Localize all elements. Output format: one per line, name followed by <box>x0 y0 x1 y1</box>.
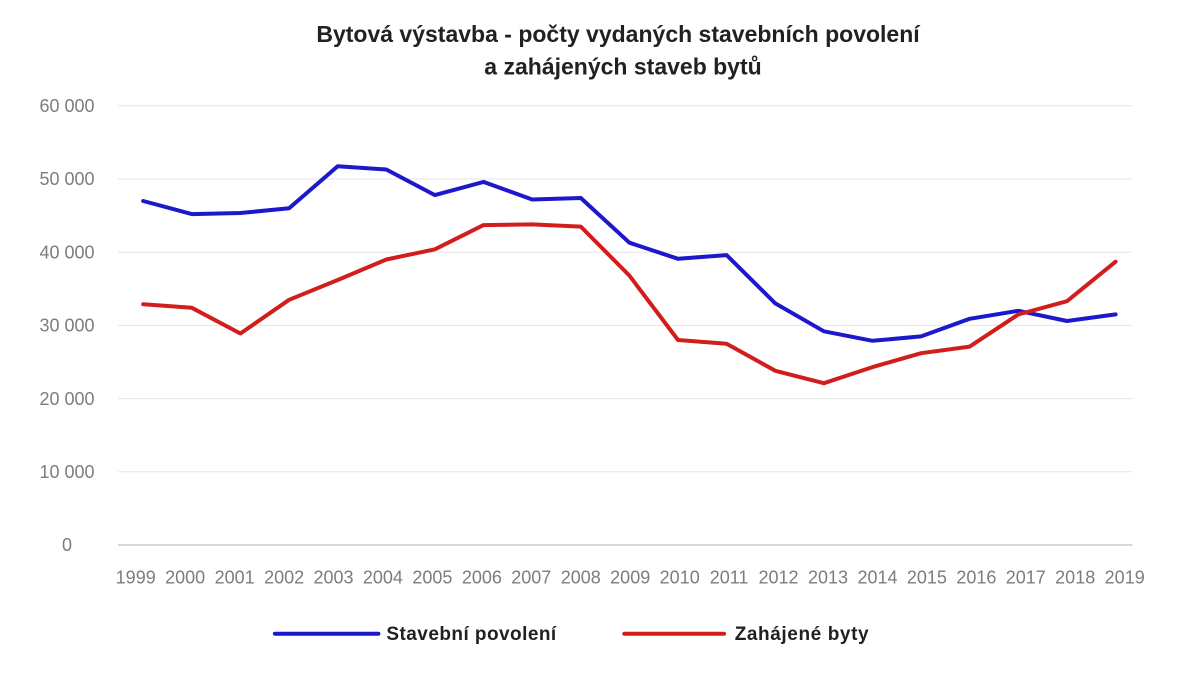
svg-text:2009: 2009 <box>610 568 650 588</box>
svg-text:2011: 2011 <box>710 568 749 588</box>
svg-text:2013: 2013 <box>808 568 848 588</box>
svg-text:2006: 2006 <box>462 568 502 588</box>
svg-text:2010: 2010 <box>660 568 700 588</box>
svg-text:2017: 2017 <box>1006 568 1046 588</box>
svg-text:20 000: 20 000 <box>39 389 94 409</box>
svg-text:1999: 1999 <box>116 568 156 588</box>
svg-text:Stavební povolení: Stavební povolení <box>386 624 557 645</box>
svg-text:2018: 2018 <box>1055 568 1095 588</box>
svg-text:2007: 2007 <box>511 568 551 588</box>
svg-text:Bytová výstavba - počty vydaný: Bytová výstavba - počty vydaných stavebn… <box>316 21 921 47</box>
svg-text:2016: 2016 <box>956 568 996 588</box>
svg-text:Zahájené byty: Zahájené byty <box>735 624 870 645</box>
svg-text:2000: 2000 <box>165 568 205 588</box>
svg-text:2004: 2004 <box>363 568 403 588</box>
svg-text:40 000: 40 000 <box>39 242 94 262</box>
svg-text:10 000: 10 000 <box>39 462 94 482</box>
svg-text:2012: 2012 <box>758 568 798 588</box>
svg-text:50 000: 50 000 <box>39 169 94 189</box>
svg-text:2002: 2002 <box>264 568 304 588</box>
svg-text:a zahájených staveb bytů: a zahájených staveb bytů <box>484 54 761 80</box>
svg-text:60 000: 60 000 <box>39 96 94 116</box>
svg-text:2019: 2019 <box>1105 568 1145 588</box>
svg-text:2001: 2001 <box>215 568 255 588</box>
svg-text:2015: 2015 <box>907 568 947 588</box>
svg-text:2003: 2003 <box>313 568 353 588</box>
svg-text:2014: 2014 <box>857 568 897 588</box>
svg-text:2008: 2008 <box>561 568 601 588</box>
svg-text:2005: 2005 <box>412 568 452 588</box>
svg-text:30 000: 30 000 <box>39 316 94 336</box>
svg-text:0: 0 <box>62 535 72 555</box>
